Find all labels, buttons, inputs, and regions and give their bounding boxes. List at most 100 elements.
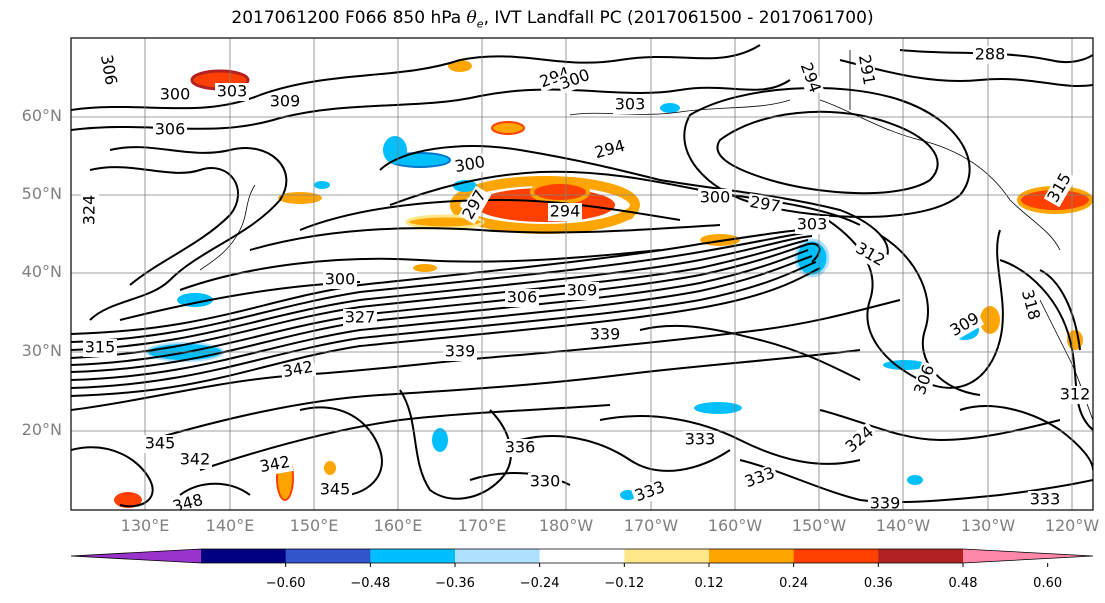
contour-label-halo: [323, 271, 357, 289]
colorbar-segment: [455, 549, 541, 563]
colorbar-tick-label: 0.60: [1033, 576, 1063, 591]
contour-label-halo: [96, 51, 120, 89]
contour-label-halo: [256, 453, 294, 477]
colorbar-tick-label: 0.36: [863, 576, 893, 591]
contour-label-halo: [153, 121, 187, 139]
figure-title: 2017061200 F066 850 hPa θe, IVT Landfall…: [231, 8, 874, 31]
contour-label: 294: [550, 202, 581, 221]
contour-label-halo: [178, 451, 212, 469]
contour-label: 288: [975, 45, 1006, 64]
contour-label-halo: [591, 136, 629, 164]
colorbar-segment: [793, 549, 879, 563]
colorbar-tick-label: −0.48: [350, 576, 391, 591]
contour-label: 303: [615, 95, 646, 114]
contour-label-halo: [588, 326, 622, 344]
colorbar-tick-label: −0.12: [604, 576, 645, 591]
contour-label: 315: [85, 338, 116, 357]
contour-label: 333: [685, 430, 716, 449]
contour-label-halo: [343, 309, 377, 327]
lon-label: 160°E: [373, 516, 423, 535]
contour-label-halo: [565, 282, 599, 300]
contour-label: 324: [842, 422, 878, 456]
coastline-layer: [199, 50, 1093, 421]
contour-label-halo: [318, 481, 352, 499]
contour-label: 324: [80, 195, 99, 226]
lat-label: 60°N: [21, 106, 62, 125]
contour-label: 348: [171, 490, 205, 516]
contour-label: 330: [530, 472, 561, 491]
contour-label-halo: [945, 308, 985, 342]
colorbar-outline: [70, 548, 1094, 564]
lon-label: 120°W: [1044, 516, 1100, 535]
contour-label: 318: [1018, 288, 1044, 322]
contour-label: 300: [700, 188, 731, 207]
contour-label-halo: [528, 473, 562, 491]
contour-layer: [71, 44, 1093, 508]
contour-label: 306: [155, 120, 186, 139]
lon-label: 150°E: [289, 516, 339, 535]
contour-label: 306: [507, 288, 538, 307]
contour-label: 294: [593, 136, 627, 162]
contour-label-halo: [268, 93, 302, 111]
lon-label: 140°E: [205, 516, 255, 535]
contour-label-halo: [279, 358, 317, 382]
contour-label: 339: [445, 342, 476, 361]
contour-label-halo: [143, 435, 177, 453]
contour-label-halo: [795, 58, 825, 98]
contour-label: 309: [270, 92, 301, 111]
lon-label: 160°W: [707, 516, 763, 535]
contour-label-halo: [1043, 168, 1077, 208]
contour-label-halo: [443, 343, 477, 361]
lon-label: 180°W: [538, 516, 594, 535]
contour-label: 333: [1030, 490, 1061, 509]
contour-label-halo: [505, 289, 539, 307]
contour-label-halo: [458, 185, 492, 225]
lon-label: 130°W: [960, 516, 1016, 535]
map-frame: [70, 37, 1094, 511]
contour-label-halo: [503, 439, 537, 457]
colorbar-tick-label: −0.60: [265, 576, 306, 591]
contour-label: 294: [797, 60, 825, 95]
contour-label-halo: [613, 96, 647, 114]
contour-label: 300: [160, 85, 191, 104]
contour-label: 303: [797, 215, 828, 234]
contour-label-halo: [1016, 286, 1044, 324]
contour-label: 303: [217, 82, 248, 101]
colorbar-tick-label: −0.36: [435, 576, 475, 591]
lat-label: 50°N: [21, 184, 62, 203]
lat-label: 20°N: [21, 420, 62, 439]
colorbar-segment: [285, 549, 371, 563]
contour-labels: 306 300 303 309 306 294 288 291 294 300 303 294 300 2…: [80, 45, 1092, 516]
contour-label: 339: [590, 325, 621, 344]
contour-label-halo: [1028, 491, 1062, 509]
contour-label-halo: [868, 495, 902, 510]
colorbar-segment: [539, 549, 625, 563]
contour-label-halo: [854, 51, 878, 89]
contour-label-halo: [841, 422, 879, 458]
colorbar: [70, 548, 1094, 567]
colorbar-tick-label: 0.48: [948, 576, 978, 591]
contour-label-halo: [548, 203, 582, 221]
contour-label-halo: [81, 193, 99, 227]
contour-label: 345: [145, 434, 176, 453]
contour-label: 309: [567, 281, 598, 300]
contour-label-halo: [215, 83, 249, 101]
contour-label: 345: [320, 480, 351, 499]
colorbar-segment: [878, 549, 964, 563]
colorbar-segment: [709, 549, 795, 563]
contour-label-halo: [158, 86, 192, 104]
contour-label-halo: [555, 65, 595, 95]
colorbar-segment: [201, 549, 287, 563]
lat-label: 30°N: [21, 341, 62, 360]
contour-label: 297: [748, 192, 781, 216]
contour-label-halo: [169, 490, 207, 510]
contour-label-halo: [451, 153, 489, 177]
contour-label: 333: [742, 463, 777, 491]
lon-label: 140°W: [875, 516, 931, 535]
lon-label: 170°E: [457, 516, 507, 535]
lat-label: 40°N: [21, 262, 62, 281]
contour-label-halo: [683, 431, 717, 449]
lon-label: 150°W: [791, 516, 847, 535]
contour-label: 312: [1060, 385, 1091, 404]
